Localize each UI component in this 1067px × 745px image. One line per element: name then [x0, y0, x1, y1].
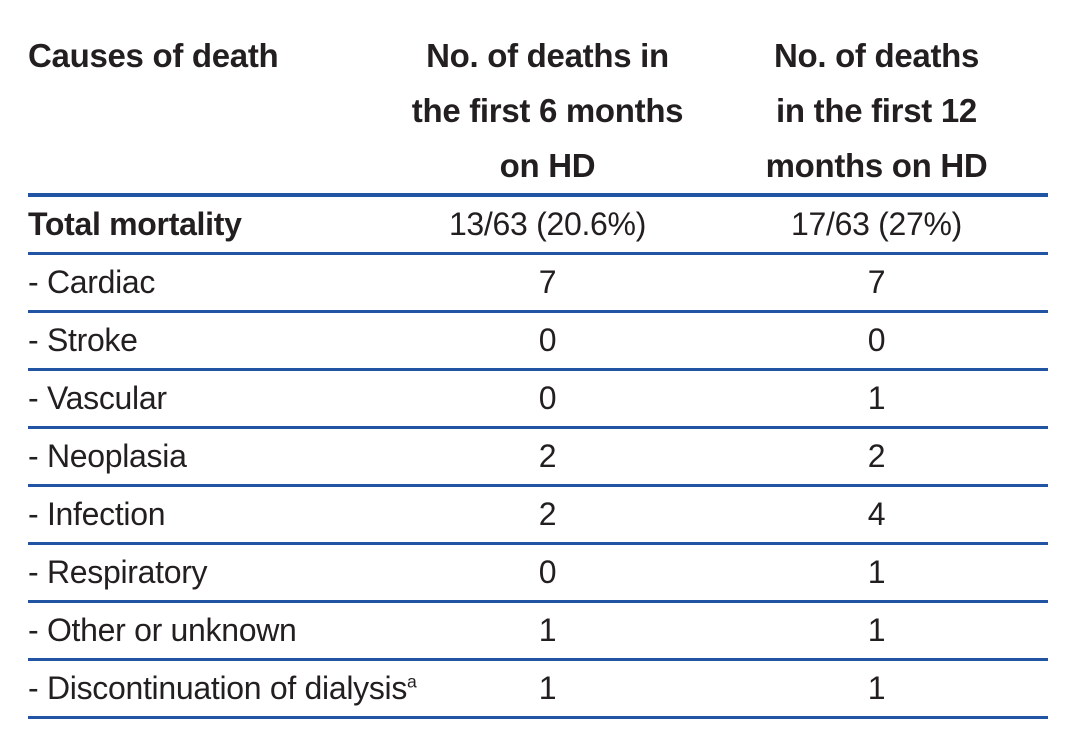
table-row-cardiac: - Cardiac 7 7 [28, 255, 1048, 313]
deaths-6mo-value: 0 [538, 380, 557, 416]
deaths-6mo-value: 1 [538, 670, 557, 706]
deaths-6mo-value: 0 [538, 554, 557, 590]
deaths-12mo-value: 1 [867, 612, 886, 648]
deaths-12mo-value: 1 [867, 380, 886, 416]
row-label: Total mortality [28, 206, 242, 242]
causes-of-death-table: Causes of death No. of deaths in the fir… [28, 26, 1048, 719]
table-row-vascular: - Vascular 0 1 [28, 371, 1048, 429]
column-header-deaths-12mo: No. of deaths in the first 12 months on … [765, 37, 988, 184]
footnote-marker: a [407, 671, 417, 692]
table-row-total-mortality: Total mortality 13/63 (20.6%) 17/63 (27%… [28, 197, 1048, 255]
row-label: - Cardiac [28, 264, 156, 300]
deaths-12mo-value: 7 [867, 264, 886, 300]
table-row-discontinuation-of-dialysis: - Discontinuation of dialysisa 1 1 [28, 661, 1048, 719]
deaths-12mo-value: 0 [867, 322, 886, 358]
deaths-6mo-value: 2 [538, 496, 557, 532]
row-label-text: - Discontinuation of dialysis [28, 670, 408, 706]
row-label: - Infection [28, 496, 166, 532]
row-label: - Neoplasia [28, 438, 187, 474]
row-label: - Vascular [28, 380, 167, 416]
deaths-6mo-value: 7 [538, 264, 557, 300]
table-header: Causes of death No. of deaths in the fir… [28, 26, 1048, 197]
column-header-deaths-6mo: No. of deaths in the first 6 months on H… [411, 37, 684, 184]
deaths-12mo-value: 4 [867, 496, 886, 532]
deaths-12mo-value: 17/63 (27%) [790, 206, 963, 242]
row-label: - Other or unknown [28, 612, 297, 648]
table-row-respiratory: - Respiratory 0 1 [28, 545, 1048, 603]
deaths-12mo-value: 1 [867, 670, 886, 706]
row-label: - Respiratory [28, 554, 208, 590]
column-header-causes: Causes of death [28, 37, 279, 74]
row-label: - Discontinuation of dialysisa [28, 661, 417, 716]
table-row-neoplasia: - Neoplasia 2 2 [28, 429, 1048, 487]
deaths-6mo-value: 0 [538, 322, 557, 358]
deaths-12mo-value: 1 [867, 554, 886, 590]
row-label: - Stroke [28, 322, 138, 358]
table-row-stroke: - Stroke 0 0 [28, 313, 1048, 371]
deaths-6mo-value: 2 [538, 438, 557, 474]
deaths-6mo-value: 13/63 (20.6%) [448, 206, 647, 242]
table-row-infection: - Infection 2 4 [28, 487, 1048, 545]
deaths-6mo-value: 1 [538, 612, 557, 648]
table-row-other-or-unknown: - Other or unknown 1 1 [28, 603, 1048, 661]
deaths-12mo-value: 2 [867, 438, 886, 474]
